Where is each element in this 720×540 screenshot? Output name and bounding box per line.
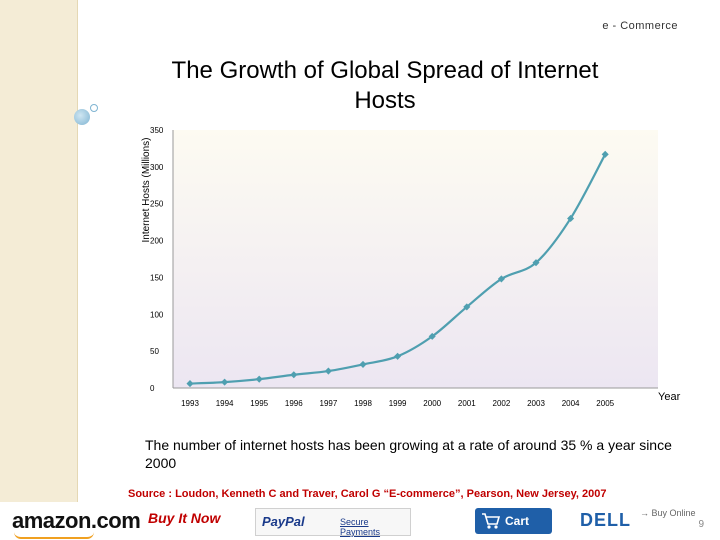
y-tick-label: 350 xyxy=(150,126,164,135)
x-axis-label: Year xyxy=(658,391,681,403)
chart-title: The Growth of Global Spread of Internet … xyxy=(171,57,599,114)
data-point xyxy=(186,380,194,388)
paypal-badge[interactable]: PayPal Secure Payments xyxy=(255,508,411,537)
page-number: 9 xyxy=(698,519,704,530)
x-tick-label: 1999 xyxy=(389,399,407,408)
x-tick-label: 2001 xyxy=(458,399,476,408)
right-margin xyxy=(680,0,720,510)
x-tick-label: 2004 xyxy=(562,399,580,408)
y-tick-label: 300 xyxy=(150,163,164,172)
secure-payments-link[interactable]: Secure Payments xyxy=(340,517,381,537)
cart-button[interactable]: Cart xyxy=(475,508,552,534)
cart-icon xyxy=(482,513,501,529)
logo-bar: amazon.com Buy It Now PayPal Secure Paym… xyxy=(0,502,720,540)
x-tick-label: 2005 xyxy=(596,399,614,408)
amazon-logo[interactable]: amazon.com xyxy=(12,508,141,533)
decor-ring-icon xyxy=(90,104,98,112)
data-point xyxy=(359,360,367,368)
buy-it-now-logo[interactable]: Buy It Now xyxy=(148,510,221,526)
plot-area xyxy=(173,130,658,388)
x-tick-label: 1997 xyxy=(320,399,338,408)
y-tick-label: 100 xyxy=(150,310,164,319)
dell-logo[interactable]: DELL xyxy=(580,510,631,530)
data-point xyxy=(255,375,263,383)
decor-dot-icon xyxy=(74,109,90,125)
data-point xyxy=(463,303,471,311)
data-point xyxy=(532,259,540,267)
data-point xyxy=(567,214,575,222)
x-tick-label: 1998 xyxy=(354,399,372,408)
y-tick-label: 200 xyxy=(150,237,164,246)
left-decor-edge xyxy=(77,0,78,510)
x-tick-label: 1993 xyxy=(181,399,199,408)
x-tick-label: 1996 xyxy=(285,399,303,408)
paypal-logo: PayPal xyxy=(262,514,305,529)
x-tick-label: 2000 xyxy=(423,399,441,408)
data-point xyxy=(428,332,436,340)
y-tick-label: 150 xyxy=(150,273,164,282)
buy-online-link[interactable]: → Buy Online xyxy=(640,508,696,518)
x-tick-label: 2002 xyxy=(493,399,511,408)
data-point xyxy=(290,371,298,379)
source-citation: Source : Loudon, Kenneth C and Traver, C… xyxy=(128,488,607,500)
x-tick-label: 1995 xyxy=(250,399,268,408)
y-tick-label: 50 xyxy=(150,347,159,356)
cart-label: Cart xyxy=(505,514,530,528)
header-label: e - Commerce xyxy=(602,20,678,32)
data-point xyxy=(601,150,609,158)
amazon-smile-icon xyxy=(14,532,94,539)
data-point xyxy=(394,352,402,360)
caption-text: The number of internet hosts has been gr… xyxy=(145,437,672,471)
data-point xyxy=(221,378,229,386)
left-decor-band xyxy=(0,0,77,510)
data-point xyxy=(497,275,505,283)
data-point xyxy=(324,367,332,375)
x-tick-label: 2003 xyxy=(527,399,545,408)
y-tick-label: 0 xyxy=(150,384,155,393)
x-tick-label: 1994 xyxy=(216,399,234,408)
y-axis-label: Internet Hosts (Millions) xyxy=(141,137,152,242)
y-tick-label: 250 xyxy=(150,200,164,209)
